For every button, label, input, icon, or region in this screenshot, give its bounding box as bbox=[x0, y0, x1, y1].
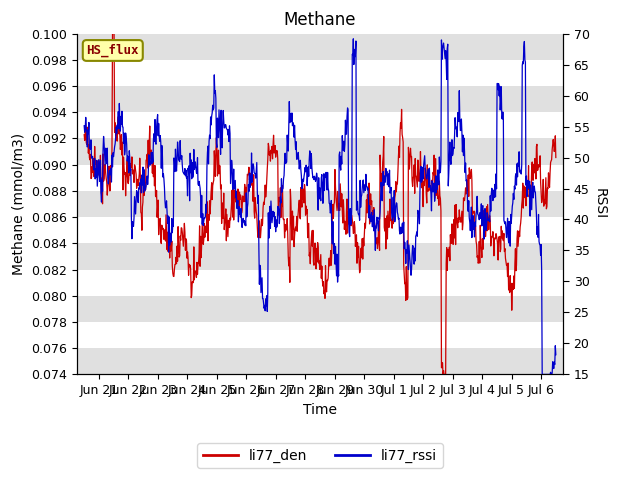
Bar bbox=[77, 296, 563, 322]
Bar bbox=[77, 86, 563, 112]
Bar bbox=[77, 243, 563, 270]
Title: Methane: Methane bbox=[284, 11, 356, 29]
Bar bbox=[77, 348, 563, 374]
Bar bbox=[77, 34, 563, 60]
Bar bbox=[77, 138, 563, 165]
Y-axis label: RSSI: RSSI bbox=[592, 189, 606, 219]
Y-axis label: Methane (mmol/m3): Methane (mmol/m3) bbox=[12, 133, 26, 275]
Legend: li77_den, li77_rssi: li77_den, li77_rssi bbox=[198, 443, 442, 468]
Text: HS_flux: HS_flux bbox=[86, 44, 139, 57]
Bar bbox=[77, 191, 563, 217]
X-axis label: Time: Time bbox=[303, 403, 337, 417]
